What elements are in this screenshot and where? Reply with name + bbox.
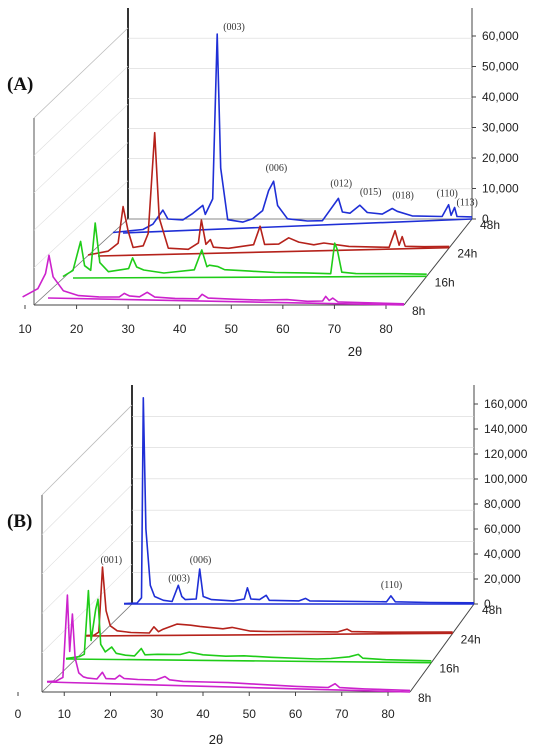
x-tick-label: 10 [18,322,32,336]
series-label-24h: 24h [457,247,477,261]
series-line-16h [62,222,427,278]
x-tick-label: 60 [289,707,303,721]
z-tick-label: 60,000 [482,29,519,43]
x-tick-label: 30 [121,322,135,336]
panel-a: (A) 10 20 30 40 50 60 70 80 2θ 0 10,000 20,000 30,000… [7,8,519,359]
peak-label: (015) [360,187,382,198]
x-tick-label: 30 [150,707,164,721]
side-grid-line [41,524,133,614]
side-grid-line [33,65,129,156]
x-tick-label: 20 [70,322,84,336]
z-tick-label: 0 [482,212,489,226]
z-tick-label: 40,000 [482,90,519,104]
side-grid-line [41,484,133,575]
series-label-8h: 8h [418,691,431,705]
x-axis-title: 2θ [209,732,223,747]
series-line-48h [123,397,475,605]
z-tick-label: 50,000 [482,60,519,74]
panel-label: (A) [7,74,33,95]
series-line-24h [84,566,453,637]
peak-label: (018) [392,190,414,201]
x-tick-label: 40 [196,707,210,721]
series-baseline-24h [97,246,450,257]
side-grid-line [41,444,133,535]
x-tick-label: 10 [58,707,72,721]
peak-label: (110) [437,189,458,200]
series-line-8h [22,254,405,305]
x-tick-label: 0 [15,707,22,721]
series-label-16h: 16h [439,662,459,676]
panel-label: (B) [7,511,32,532]
z-tick-label: 160,000 [484,397,528,411]
series-baseline-24h [84,632,453,637]
series-line-8h [46,594,411,692]
floor-right-edge [403,218,473,306]
series-baseline-16h [72,275,427,279]
peak-label: (001) [100,555,122,566]
z-tick-label: 30,000 [482,121,519,135]
x-tick-label: 70 [335,707,349,721]
z-tick-label: 120,000 [484,447,528,461]
z-tick-label: 20,000 [482,151,519,165]
z-tick-label: 140,000 [484,422,528,436]
peak-label: (110) [381,580,402,591]
z-tick-label: 0 [484,597,491,611]
series-baseline-48h [122,218,473,234]
panel-b: (B) 0 10 20 30 40 50 60 70 80 2θ 0 20,000 40,000 60,00… [7,385,528,747]
series-label-8h: 8h [412,304,425,318]
peak-label: (003) [168,573,190,584]
x-tick-label: 80 [379,322,393,336]
peak-label: (006) [190,555,212,566]
series-label-48h: 48h [482,603,502,617]
series-label-24h: 24h [461,632,481,646]
series-baseline-8h [46,681,411,693]
x-tick-label: 70 [328,322,342,336]
side-plane-top [33,27,129,119]
x-tick-label: 50 [243,707,257,721]
peak-label: (006) [266,163,288,174]
floor-left-edge [33,218,129,306]
z-tick-label: 20,000 [484,572,521,586]
z-tick-label: 60,000 [484,522,521,536]
peak-label: (113) [457,198,478,209]
side-grid-line [33,104,129,194]
peak-label: (003) [223,22,245,33]
x-tick-label: 20 [104,707,118,721]
x-axis-title: 2θ [348,344,362,359]
z-tick-label: 80,000 [484,497,521,511]
side-grid-line [33,180,129,268]
series-label-16h: 16h [435,275,455,289]
x-tick-label: 60 [276,322,290,336]
z-tick-label: 40,000 [484,547,521,561]
series-baseline-16h [65,658,432,664]
z-tick-label: 10,000 [482,182,519,196]
series-baseline-8h [47,297,405,306]
peak-label: (012) [330,178,352,189]
series-line-16h [65,589,432,662]
floor-left-edge [41,603,133,693]
z-tick-label: 100,000 [484,472,528,486]
floor-right-edge [409,603,475,693]
x-tick-label: 80 [381,707,395,721]
x-tick-label: 40 [173,322,187,336]
series-line-48h [112,33,473,234]
series-line-24h [87,131,450,256]
side-grid-line [33,142,129,231]
series-label-48h: 48h [480,218,500,232]
side-plane-top [41,404,133,496]
x-tick-label: 50 [225,322,239,336]
